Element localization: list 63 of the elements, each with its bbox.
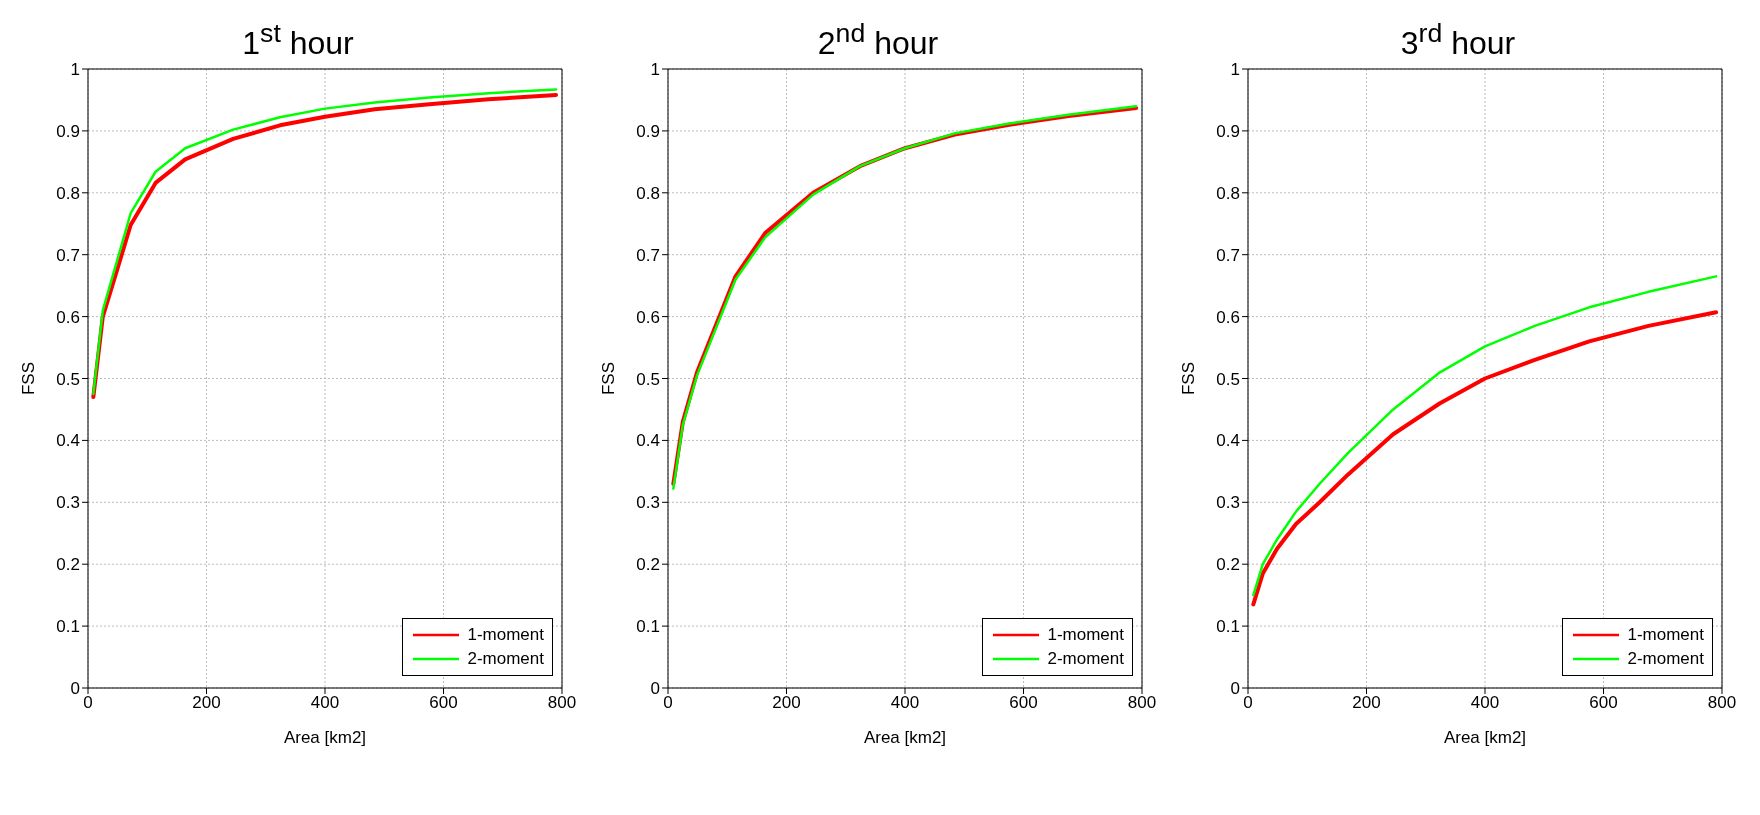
x-tick-label: 200 bbox=[1352, 693, 1381, 713]
x-tick-label: 400 bbox=[890, 693, 920, 713]
y-tick-label: 0.3 bbox=[636, 493, 660, 513]
y-tick-label: 0 bbox=[70, 679, 80, 699]
y-tick-label: 0.8 bbox=[56, 183, 80, 203]
chart-title: 3$^{rd}$ hour bbox=[1400, 17, 1516, 61]
y-tick-label: 0.3 bbox=[1216, 493, 1240, 513]
legend-label: 1-moment bbox=[1047, 625, 1124, 645]
x-tick-label: 200 bbox=[192, 693, 221, 713]
x-tick-label: 800 bbox=[1707, 693, 1737, 713]
x-tick-label: 0 bbox=[83, 693, 93, 713]
x-tick-label: 600 bbox=[429, 693, 458, 713]
x-tick-label: 800 bbox=[547, 693, 577, 713]
legend-label: 2-moment bbox=[1047, 649, 1124, 669]
y-tick-label: 0.1 bbox=[636, 617, 660, 637]
x-tick-label: 800 bbox=[1127, 693, 1157, 713]
y-tick-label: 1 bbox=[650, 60, 660, 80]
y-tick-label: 0.2 bbox=[1216, 555, 1240, 575]
y-tick-label: 0 bbox=[1230, 679, 1240, 699]
y-tick-label: 0.7 bbox=[636, 245, 660, 265]
legend-label: 1-moment bbox=[467, 625, 544, 645]
chart-title: 1$^{st}$ hour bbox=[242, 17, 354, 61]
y-tick-label: 1 bbox=[1230, 60, 1240, 80]
legend-label: 2-moment bbox=[1627, 649, 1704, 669]
x-axis-title: Area [km2] bbox=[1443, 728, 1527, 747]
x-axis-title: Area [km2] bbox=[283, 728, 367, 747]
y-tick-label: 0.3 bbox=[56, 493, 80, 513]
y-tick-label: 0.4 bbox=[1216, 431, 1240, 451]
y-tick-label: 0 bbox=[650, 679, 660, 699]
y-tick-label: 0.9 bbox=[636, 121, 660, 141]
y-tick-label: 0.8 bbox=[1216, 183, 1240, 203]
y-tick-label: 0.2 bbox=[636, 555, 660, 575]
y-tick-label: 0.4 bbox=[56, 431, 80, 451]
y-tick-label: 0.1 bbox=[56, 617, 80, 637]
x-tick-label: 400 bbox=[310, 693, 340, 713]
x-tick-label: 600 bbox=[1009, 693, 1038, 713]
y-tick-label: 0.4 bbox=[636, 431, 660, 451]
y-tick-label: 0.6 bbox=[56, 307, 80, 327]
x-tick-label: 600 bbox=[1589, 693, 1618, 713]
y-tick-label: 0.9 bbox=[1216, 121, 1240, 141]
y-tick-label: 0.7 bbox=[1216, 245, 1240, 265]
chart-title: 2$^{nd}$ hour bbox=[817, 17, 939, 61]
x-tick-label: 200 bbox=[772, 693, 801, 713]
y-tick-label: 0.9 bbox=[56, 121, 80, 141]
x-axis-title: Area [km2] bbox=[863, 728, 947, 747]
x-tick-label: 0 bbox=[663, 693, 673, 713]
x-tick-label: 0 bbox=[1243, 693, 1253, 713]
y-axis-title: FSS bbox=[1179, 361, 1199, 396]
y-tick-label: 0.5 bbox=[56, 369, 80, 389]
y-tick-label: 1 bbox=[70, 60, 80, 80]
y-tick-label: 0.8 bbox=[636, 183, 660, 203]
y-tick-label: 0.6 bbox=[636, 307, 660, 327]
y-tick-label: 0.5 bbox=[1216, 369, 1240, 389]
y-tick-label: 0.7 bbox=[56, 245, 80, 265]
y-tick-label: 0.5 bbox=[636, 369, 660, 389]
x-tick-label: 400 bbox=[1470, 693, 1500, 713]
y-tick-label: 0.6 bbox=[1216, 307, 1240, 327]
y-tick-label: 0.1 bbox=[1216, 617, 1240, 637]
y-axis-title: FSS bbox=[599, 361, 619, 396]
y-tick-label: 0.2 bbox=[56, 555, 80, 575]
legend-label: 2-moment bbox=[467, 649, 544, 669]
legend-label: 1-moment bbox=[1627, 625, 1704, 645]
y-axis-title: FSS bbox=[19, 361, 39, 396]
